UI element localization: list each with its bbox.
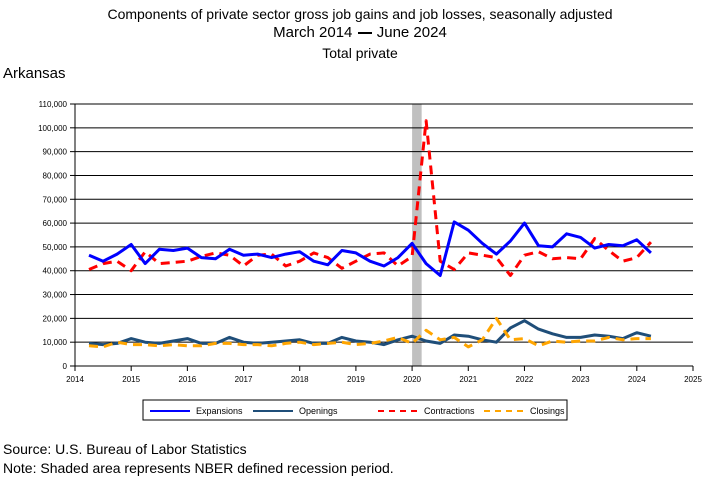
legend-label-contractions: Contractions [424,406,475,416]
chart-title: Components of private sector gross job g… [107,6,613,22]
x-tick-label: 2018 [291,375,309,384]
x-tick-label: 2019 [347,375,365,384]
y-tick-label: 90,000 [43,148,68,157]
x-tick-label: 2017 [235,375,253,384]
legend-label-openings: Openings [299,406,338,416]
recession-note: Note: Shaded area represents NBER define… [3,460,394,476]
y-tick-label: 60,000 [43,219,68,228]
source-note: Source: U.S. Bureau of Labor Statistics [3,441,247,457]
date-range-end: June 2024 [376,24,447,41]
y-tick-label: 10,000 [43,338,68,347]
y-tick-label: 40,000 [43,267,68,276]
x-tick-label: 2023 [572,375,590,384]
state-label: Arkansas [3,65,66,82]
legend-label-closings: Closings [530,406,565,416]
series-line-expansions [88,220,652,277]
dash-glyph [357,32,372,35]
y-tick-label: 70,000 [43,195,68,204]
x-tick-label: 2014 [66,375,84,384]
x-tick-label: 2025 [684,375,702,384]
series-line-openings [88,319,652,347]
y-tick-label: 20,000 [43,314,68,323]
y-tick-label: 0 [63,362,68,371]
chart-subtitle: Total private [322,45,398,61]
chart-date-range: March 2014 June 2024 [0,24,720,42]
x-tick-label: 2021 [459,375,477,384]
x-tick-label: 2022 [516,375,534,384]
y-tick-label: 50,000 [43,243,68,252]
y-tick-label: 80,000 [43,171,68,180]
legend-label-expansions: Expansions [196,406,243,416]
x-tick-label: 2024 [628,375,646,384]
series-line-contractions [88,119,653,277]
x-tick-label: 2016 [178,375,196,384]
recession-band [412,104,422,366]
y-tick-label: 110,000 [39,100,68,109]
x-tick-label: 2015 [122,375,140,384]
y-tick-label: 30,000 [43,291,68,300]
legend-box [142,399,568,421]
series-line-closings [88,316,651,349]
date-range-start: March 2014 [273,24,353,41]
y-tick-label: 100,000 [38,124,67,133]
x-tick-label: 2020 [403,375,421,384]
